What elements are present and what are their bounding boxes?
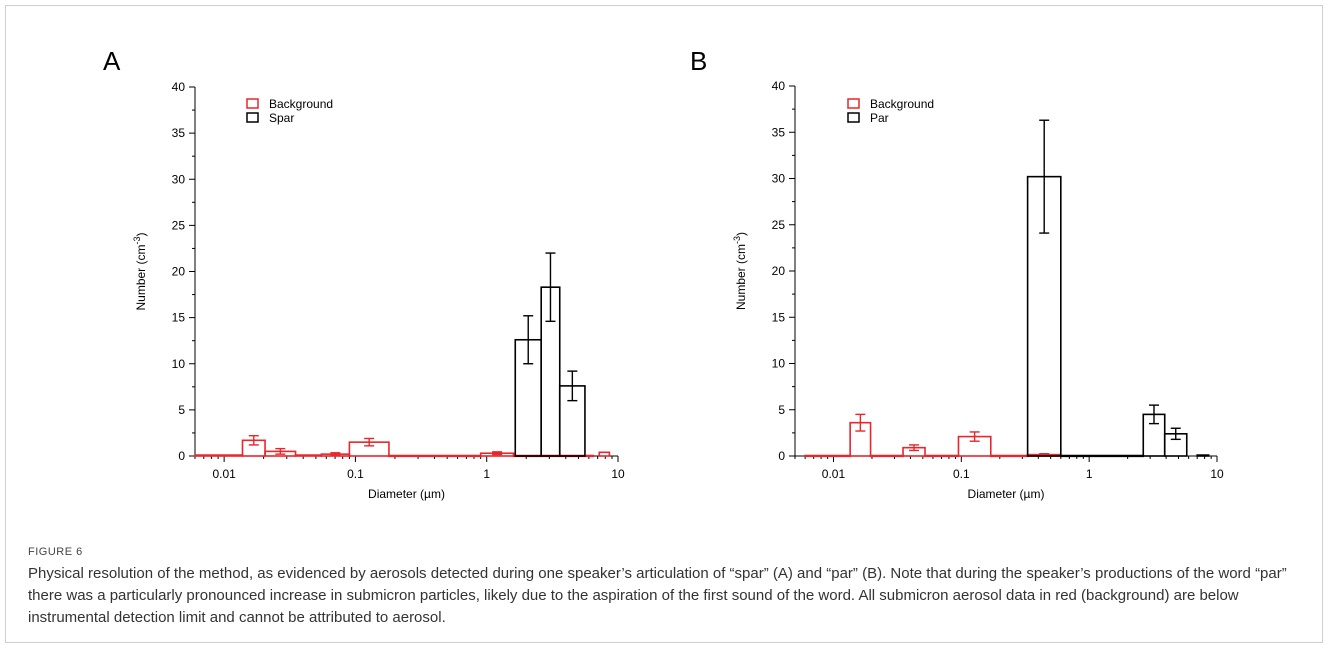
y-axis-title-end: ) <box>134 232 148 236</box>
legend-swatch <box>847 112 860 123</box>
histogram-bar <box>388 454 482 458</box>
chart-panel-b: B 0 5 10 15 20 25 30 35 40 0.01 0.1 1 10 Diameter (µm)… <box>690 46 1224 501</box>
y-tick-label: 5 <box>778 403 785 417</box>
histogram-bar <box>869 454 904 458</box>
y-axis-title: Number (cm-3) <box>732 232 748 310</box>
y-tick-label: 15 <box>172 311 186 325</box>
y-axis-title-superscript: -3 <box>732 236 742 244</box>
histogram-bar <box>1196 454 1210 457</box>
x-axis-title: Diameter (µm) <box>368 487 445 501</box>
x-axis-title: Diameter (µm) <box>968 487 1045 501</box>
y-tick-label: 40 <box>172 80 186 94</box>
legend-label: Background <box>269 97 333 111</box>
legend-swatch <box>847 98 860 109</box>
series-par <box>1026 119 1210 458</box>
y-tick-label: 20 <box>772 264 786 278</box>
y-tick-label: 15 <box>772 310 786 324</box>
y-axis-title-main: Number (cm <box>134 245 148 311</box>
y-tick-label: 35 <box>172 126 186 140</box>
panel-letter: B <box>690 46 707 76</box>
y-tick-label: 10 <box>772 357 786 371</box>
x-tick-label: 10 <box>611 467 625 481</box>
x-tick-label: 1 <box>1086 467 1093 481</box>
series-background <box>194 435 611 458</box>
y-tick-label: 25 <box>172 218 186 232</box>
legend-swatch <box>246 98 259 109</box>
histogram-bar <box>194 454 244 457</box>
y-tick-label: 10 <box>172 357 186 371</box>
y-axis-title-end: ) <box>734 232 748 236</box>
x-tick-label: 0.1 <box>953 467 970 481</box>
histogram-bar <box>989 454 1029 458</box>
histogram-bar <box>924 454 960 458</box>
y-tick-label: 0 <box>778 449 785 463</box>
legend-label: Par <box>870 111 889 125</box>
y-tick-label: 35 <box>772 125 786 139</box>
chart-panel-a: A 0 5 10 15 20 25 30 35 40 0.01 0.1 1 10 Diameter (µm)… <box>103 46 625 501</box>
panel-letter: A <box>103 46 121 76</box>
histogram-bar <box>294 454 323 457</box>
y-axis-title: Number (cm-3) <box>132 232 148 310</box>
x-tick-label: 1 <box>483 467 490 481</box>
x-tick-label: 10 <box>1210 467 1224 481</box>
y-tick-label: 30 <box>772 172 786 186</box>
histogram-bar <box>804 454 851 458</box>
histogram-bar <box>598 451 611 457</box>
legend-swatch <box>246 112 259 123</box>
figure-caption: Physical resolution of the method, as ev… <box>28 565 1287 626</box>
y-tick-label: 5 <box>178 403 185 417</box>
figure-label: FIGURE 6 <box>28 546 83 558</box>
series-spar <box>514 252 586 457</box>
y-tick-label: 40 <box>772 79 786 93</box>
y-tick-label: 30 <box>172 172 186 186</box>
x-tick-label: 0.01 <box>822 467 846 481</box>
y-axis-title-superscript: -3 <box>132 236 142 244</box>
y-axis-title-main: Number (cm <box>734 244 748 310</box>
y-tick-label: 20 <box>172 265 186 279</box>
series-background <box>804 413 1062 458</box>
x-tick-label: 0.01 <box>212 467 236 481</box>
y-tick-label: 25 <box>772 218 786 232</box>
legend-label: Background <box>870 97 934 111</box>
x-tick-label: 0.1 <box>347 467 364 481</box>
figure-frame <box>5 5 1323 643</box>
histogram-bar <box>1060 454 1145 458</box>
legend-label: Spar <box>269 111 294 125</box>
y-tick-label: 0 <box>178 449 185 463</box>
